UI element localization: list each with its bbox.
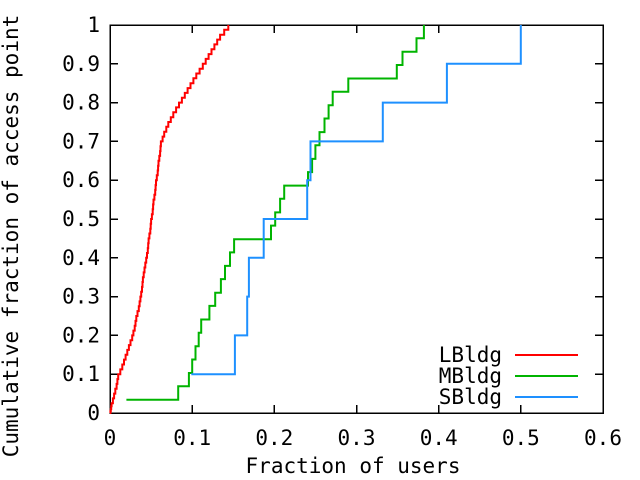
y-tick-label: 0.9: [62, 52, 100, 76]
x-tick-label: 0.2: [255, 426, 293, 450]
x-axis-title: Fraction of users: [246, 454, 461, 478]
y-tick-labels: 0 0.1 0.2 0.3 0.4 0.5 0.6 0.7 0.8 0.9 1: [62, 13, 100, 425]
legend-item-SBldg: SBldg: [439, 385, 578, 409]
y-tick-label: 0.6: [62, 168, 100, 192]
x-tick-label: 0.5: [502, 426, 540, 450]
y-tick-label: 0.4: [62, 246, 100, 270]
x-tick-labels: 0 0.1 0.2 0.3 0.4 0.5 0.6: [104, 426, 622, 450]
x-tick-label: 0.3: [338, 426, 376, 450]
series-curves: [109, 25, 522, 414]
x-tick-label: 0.6: [584, 426, 622, 450]
y-tick-label: 0.1: [62, 362, 100, 386]
y-tick-label: 0: [87, 401, 100, 425]
y-tick-label: 1: [87, 13, 100, 37]
x-tick-label: 0.1: [173, 426, 211, 450]
y-tick-label: 0.2: [62, 323, 100, 347]
legend-label-MBldg: MBldg: [439, 364, 502, 388]
legend-label-LBldg: LBldg: [439, 343, 502, 367]
y-axis-title: Cumulative fraction of access point: [0, 15, 23, 458]
y-tick-label: 0.8: [62, 91, 100, 115]
y-tick-label: 0.7: [62, 129, 100, 153]
axis-ticks: [109, 24, 604, 414]
legend-item-LBldg: LBldg: [439, 343, 578, 367]
x-tick-label: 0: [104, 426, 117, 450]
legend-label-SBldg: SBldg: [439, 385, 502, 409]
series-line-LBldg: [109, 25, 230, 414]
x-tick-label: 0.4: [420, 426, 458, 450]
series-line-MBldg: [126, 25, 425, 401]
series-line-SBldg: [191, 25, 522, 376]
legend-item-MBldg: MBldg: [439, 364, 578, 388]
y-tick-label: 0.5: [62, 207, 100, 231]
y-tick-label: 0.3: [62, 285, 100, 309]
